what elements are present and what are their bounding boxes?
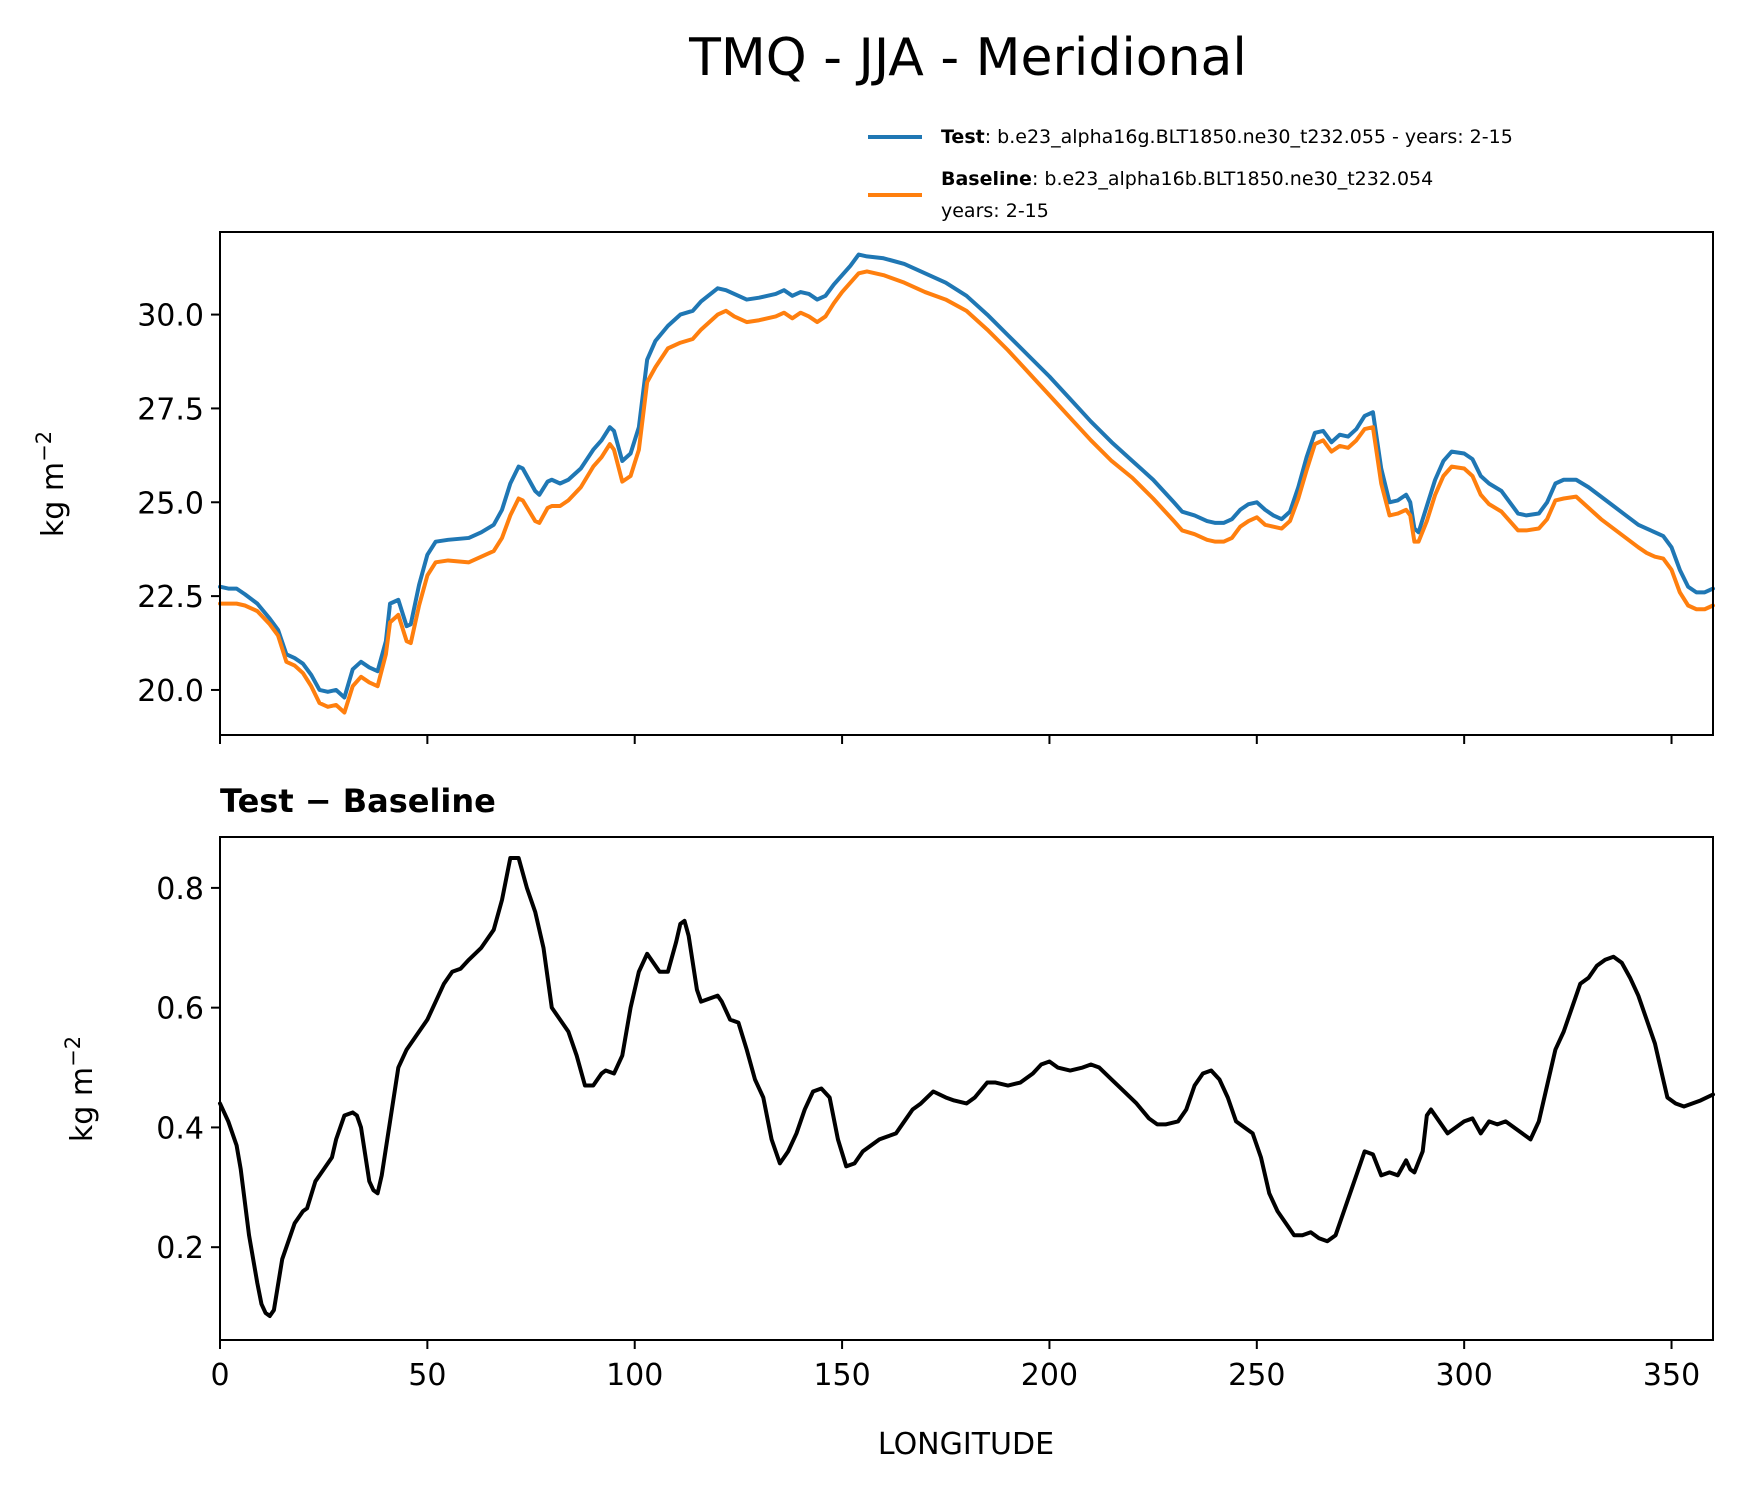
legend-text-test: : b.e23_alpha16g.BLT1850.ne30_t232.055 -…	[985, 126, 1513, 148]
bottom-xtick-label: 300	[1436, 1358, 1493, 1393]
bottom-xtick-label: 50	[408, 1358, 446, 1393]
figure-title: TMQ - JJA - Meridional	[688, 28, 1247, 88]
legend-entry-test: Test: b.e23_alpha16g.BLT1850.ne30_t232.0…	[941, 126, 1513, 148]
legend-name-baseline: Baseline	[941, 168, 1032, 190]
bottom-y-axis-label: kg m−2	[61, 1036, 100, 1142]
bottom-xtick-label: 200	[1021, 1358, 1078, 1393]
legend: Test: b.e23_alpha16g.BLT1850.ne30_t232.0…	[868, 126, 1513, 222]
legend-text-baseline: : b.e23_alpha16b.BLT1850.ne30_t232.054	[1032, 168, 1433, 190]
top-ytick-label: 22.5	[137, 580, 204, 615]
top-ytick-label: 27.5	[137, 392, 204, 427]
legend-text-baseline-years: years: 2-15	[941, 200, 1049, 222]
legend-name-test: Test	[941, 126, 985, 148]
top-series-baseline	[218, 269, 1715, 715]
x-axis-label: LONGITUDE	[878, 1427, 1054, 1462]
legend-entry-baseline: Baseline: b.e23_alpha16b.BLT1850.ne30_t2…	[941, 168, 1433, 190]
bottom-xtick-label: 250	[1228, 1358, 1285, 1393]
bottom-panel-title: Test − Baseline	[220, 782, 496, 820]
bottom-ytick-label: 0.8	[156, 872, 204, 907]
bottom-ytick-label: 0.2	[156, 1231, 204, 1266]
top-panel: 20.0 22.5 25.0 27.5 30.0 kg m−2	[32, 231, 1715, 744]
top-axes-frame	[219, 231, 1714, 736]
bottom-panel: Test − Baseline 0.2 0.4 0.6 0.8 0 50 100 150 200…	[61, 782, 1715, 1462]
top-ytick-label: 30.0	[137, 299, 204, 334]
top-series-test	[218, 252, 1715, 700]
bottom-series-test-baseline	[218, 855, 1715, 1319]
bottom-xtick-label: 0	[210, 1358, 229, 1393]
bottom-ytick-label: 0.4	[156, 1111, 204, 1146]
bottom-xtick-label: 100	[606, 1358, 663, 1393]
top-ytick-label: 20.0	[137, 674, 204, 709]
top-y-axis-label: kg m−2	[32, 431, 71, 537]
top-ytick-label: 25.0	[137, 486, 204, 521]
bottom-xtick-label: 150	[813, 1358, 870, 1393]
bottom-axes-frame	[219, 836, 1714, 1341]
bottom-xtick-label: 350	[1643, 1358, 1700, 1393]
bottom-ytick-label: 0.6	[156, 992, 204, 1027]
